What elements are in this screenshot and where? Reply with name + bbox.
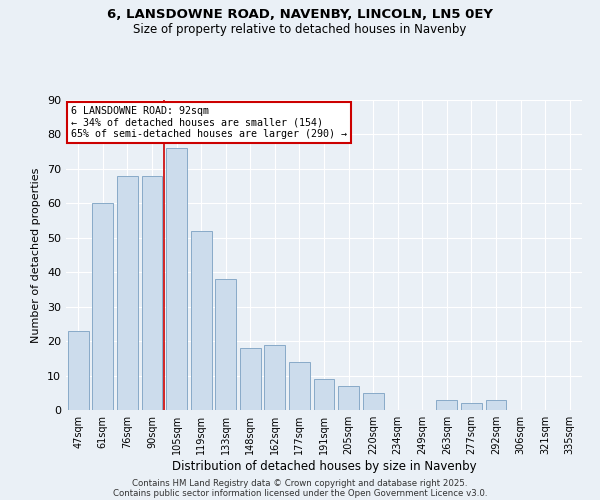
Bar <box>117 176 138 410</box>
Bar <box>362 393 383 410</box>
Bar <box>314 379 334 410</box>
Bar <box>240 348 261 410</box>
Bar <box>461 403 482 410</box>
Bar <box>215 279 236 410</box>
Bar <box>265 344 286 410</box>
Bar <box>289 362 310 410</box>
Bar <box>485 400 506 410</box>
Text: 6 LANSDOWNE ROAD: 92sqm
← 34% of detached houses are smaller (154)
65% of semi-d: 6 LANSDOWNE ROAD: 92sqm ← 34% of detache… <box>71 106 347 140</box>
Bar <box>191 231 212 410</box>
Text: Contains HM Land Registry data © Crown copyright and database right 2025.: Contains HM Land Registry data © Crown c… <box>132 478 468 488</box>
Y-axis label: Number of detached properties: Number of detached properties <box>31 168 41 342</box>
Text: 6, LANSDOWNE ROAD, NAVENBY, LINCOLN, LN5 0EY: 6, LANSDOWNE ROAD, NAVENBY, LINCOLN, LN5… <box>107 8 493 20</box>
Bar <box>166 148 187 410</box>
X-axis label: Distribution of detached houses by size in Navenby: Distribution of detached houses by size … <box>172 460 476 473</box>
Bar <box>338 386 359 410</box>
Bar <box>92 204 113 410</box>
Text: Contains public sector information licensed under the Open Government Licence v3: Contains public sector information licen… <box>113 488 487 498</box>
Bar <box>68 331 89 410</box>
Bar <box>436 400 457 410</box>
Text: Size of property relative to detached houses in Navenby: Size of property relative to detached ho… <box>133 22 467 36</box>
Bar <box>142 176 163 410</box>
